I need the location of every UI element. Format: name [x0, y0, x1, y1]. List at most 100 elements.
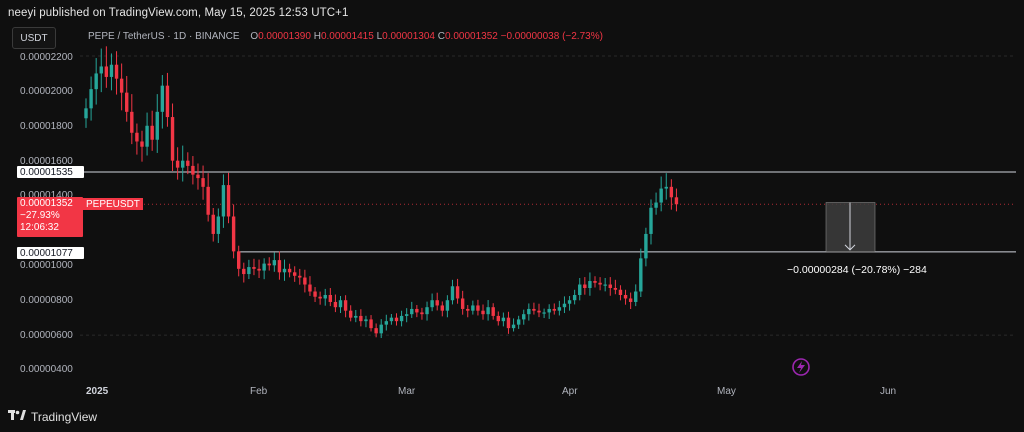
candle-body [445, 300, 450, 311]
candle-body [237, 251, 241, 269]
candle-body [522, 314, 526, 320]
tradingview-logo-icon [8, 410, 26, 424]
candle-body [384, 321, 389, 325]
candle-body [135, 132, 139, 142]
symbol-tag: PEPEUSDT [83, 198, 143, 210]
candle-body [114, 64, 119, 79]
candle-body [318, 296, 322, 299]
candle-body [450, 286, 455, 301]
candle-body [119, 78, 124, 93]
candle-body [201, 178, 205, 187]
candle-body [389, 317, 394, 322]
candle-body [298, 275, 302, 278]
candle-body [394, 317, 399, 322]
candle-body [150, 125, 154, 140]
time-tick-apr: Apr [562, 386, 578, 397]
legend-close: 0.00001352 [445, 31, 498, 42]
currency-button[interactable]: USDT [12, 27, 56, 49]
current-price: 0.00001352 [20, 198, 73, 209]
candle-body [634, 291, 638, 302]
grid-lines [80, 55, 1016, 336]
measure-tool [825, 202, 876, 253]
candle-body [328, 294, 333, 302]
candle-body [109, 64, 114, 77]
lightning-event-icon [792, 358, 810, 376]
candle-body [155, 111, 159, 140]
candle-body [84, 108, 88, 119]
ohlc-legend: PEPE / TetherUS · 1D · BINANCE O0.000013… [88, 31, 603, 42]
candle-body [196, 174, 200, 179]
candle-body [481, 310, 485, 315]
candle-body [623, 294, 628, 299]
footer-brand-text: TradingView [31, 410, 98, 424]
lower-level-label[interactable]: 0.00001077 [17, 247, 84, 259]
candle-body [226, 185, 231, 217]
candle-body [598, 282, 602, 285]
candle-body [292, 272, 297, 276]
candle-body [557, 307, 562, 311]
candle-body [669, 186, 674, 198]
candle-body [303, 277, 307, 285]
candle-body [181, 160, 185, 168]
candle-body [567, 300, 572, 304]
measure-arrow-head [844, 244, 856, 251]
candle-body [608, 284, 612, 289]
legend-open: 0.00001390 [258, 31, 311, 42]
candle-body [628, 298, 633, 302]
candle-body [231, 216, 236, 252]
candle-body [471, 305, 475, 311]
candle-body [511, 324, 516, 329]
candle-body [140, 141, 144, 147]
candle-body [496, 315, 500, 322]
price-tick: 0.00001800 [20, 121, 73, 132]
candle-body [369, 319, 373, 329]
candle-body [425, 307, 429, 315]
upper-level-label[interactable]: 0.00001535 [17, 166, 84, 178]
candle-body [354, 315, 358, 318]
candle-body [160, 85, 165, 112]
price-tick: 0.00002200 [20, 52, 73, 63]
candle-body [170, 117, 175, 161]
legend-symbol: PEPE / TetherUS · 1D · BINANCE [88, 31, 240, 42]
candle-body [527, 308, 531, 315]
candle-body [247, 267, 251, 275]
candle-body [89, 89, 93, 109]
legend-change: −0.00000038 (−2.73%) [500, 31, 603, 42]
current-price-label: 0.00001352 −27.93% 12:06:32 [17, 197, 83, 237]
time-tick-year: 2025 [86, 386, 109, 397]
candle-body [272, 260, 277, 266]
candle-body [399, 315, 404, 322]
candle-body [506, 317, 511, 329]
candle-body [221, 185, 226, 217]
candle-body [374, 328, 378, 334]
candle-body [516, 319, 521, 325]
candle-body [165, 85, 170, 118]
candle-body [639, 258, 643, 292]
measure-result: −0.00000284 (−20.78%) −284 [787, 264, 927, 276]
candle-body [618, 289, 623, 295]
candle-body [486, 307, 490, 315]
candle-body [588, 281, 592, 289]
candle-body [644, 233, 648, 259]
candle-body [277, 260, 282, 273]
candle-body [583, 284, 587, 289]
candle-body [252, 267, 256, 269]
candle-body [125, 92, 129, 112]
candle-body [282, 268, 287, 273]
candle-body [104, 66, 109, 77]
time-tick-may: May [717, 386, 736, 397]
candle-body [578, 284, 582, 295]
candle-body [542, 312, 546, 314]
candle-body [338, 300, 343, 308]
publish-caption: neeyi published on TradingView.com, May … [8, 7, 349, 19]
candle-body [206, 186, 210, 215]
candle-body [186, 160, 190, 166]
price-tick: 0.00001400 [20, 190, 73, 201]
candle-body [415, 308, 419, 313]
candle-body [440, 305, 444, 311]
time-tick-mar: Mar [398, 386, 416, 397]
candle-body [359, 315, 363, 322]
time-tick-feb: Feb [250, 386, 268, 397]
candle-body [593, 281, 597, 283]
